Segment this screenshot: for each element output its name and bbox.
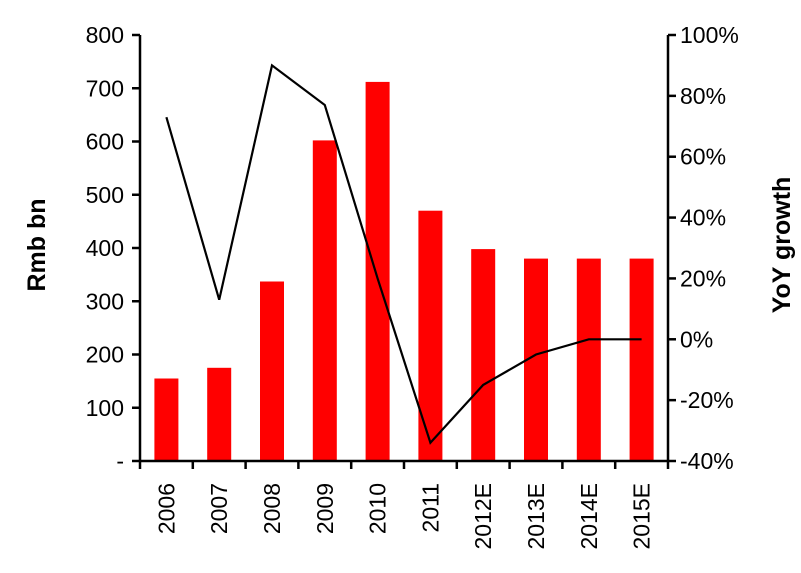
right-y-axis-title: YoY growth (768, 177, 796, 314)
bar-series (154, 81, 654, 462)
x-tick-label: 2012E (470, 483, 496, 550)
right-y-axis-ticks: -40% -20% 0% 20% 40% 60% 80% 100% (668, 22, 739, 474)
left-tick-label: 200 (86, 342, 124, 368)
x-tick-label: 2008 (259, 483, 285, 534)
left-tick-label: 100 (86, 395, 124, 421)
left-tick-label: 400 (86, 235, 124, 261)
left-tick-label: 600 (86, 129, 124, 155)
bar-2010 (365, 81, 390, 462)
x-tick-label: 2013E (523, 483, 549, 550)
left-tick-label: 800 (86, 22, 124, 48)
x-tick-label: 2011 (417, 483, 443, 532)
x-tick-label: 2009 (312, 483, 338, 534)
bar-2008 (260, 281, 284, 461)
x-tick-label: 2010 (365, 483, 391, 534)
bar-2014E (576, 258, 601, 461)
right-tick-label: 0% (680, 326, 713, 352)
bar-2006 (154, 378, 179, 461)
left-tick-label: 300 (86, 288, 124, 314)
x-axis-ticks: 2006 2007 2008 2009 2010 2011 2012E 2013E 2014E 2… (138, 461, 670, 550)
growth-line-series (165, 63, 642, 445)
right-tick-label: 100% (680, 22, 739, 48)
right-tick-label: -20% (680, 387, 734, 413)
right-tick-label: -40% (680, 448, 734, 474)
left-tick-label: 500 (86, 182, 124, 208)
bar-2009 (312, 140, 337, 461)
x-tick-label: 2007 (206, 483, 232, 534)
right-tick-label: 80% (680, 83, 726, 109)
left-y-axis-ticks: - 100 200 300 400 500 600 700 800 (86, 22, 140, 474)
bar-2007 (207, 367, 232, 461)
right-tick-label: 40% (680, 205, 726, 231)
x-tick-label: 2014E (576, 483, 602, 550)
bar-2012E (471, 249, 496, 461)
x-tick-label: 2015E (629, 483, 655, 550)
right-tick-label: 20% (680, 265, 726, 291)
bar-2011 (418, 210, 443, 461)
right-tick-label: 60% (680, 144, 726, 170)
x-tick-label: 2006 (153, 483, 179, 534)
bar-2015E (629, 258, 654, 461)
left-y-axis-title: Rmb bn (23, 198, 51, 291)
left-tick-label: 700 (86, 75, 124, 101)
left-tick-label: - (116, 448, 124, 474)
growth-line (165, 63, 642, 445)
